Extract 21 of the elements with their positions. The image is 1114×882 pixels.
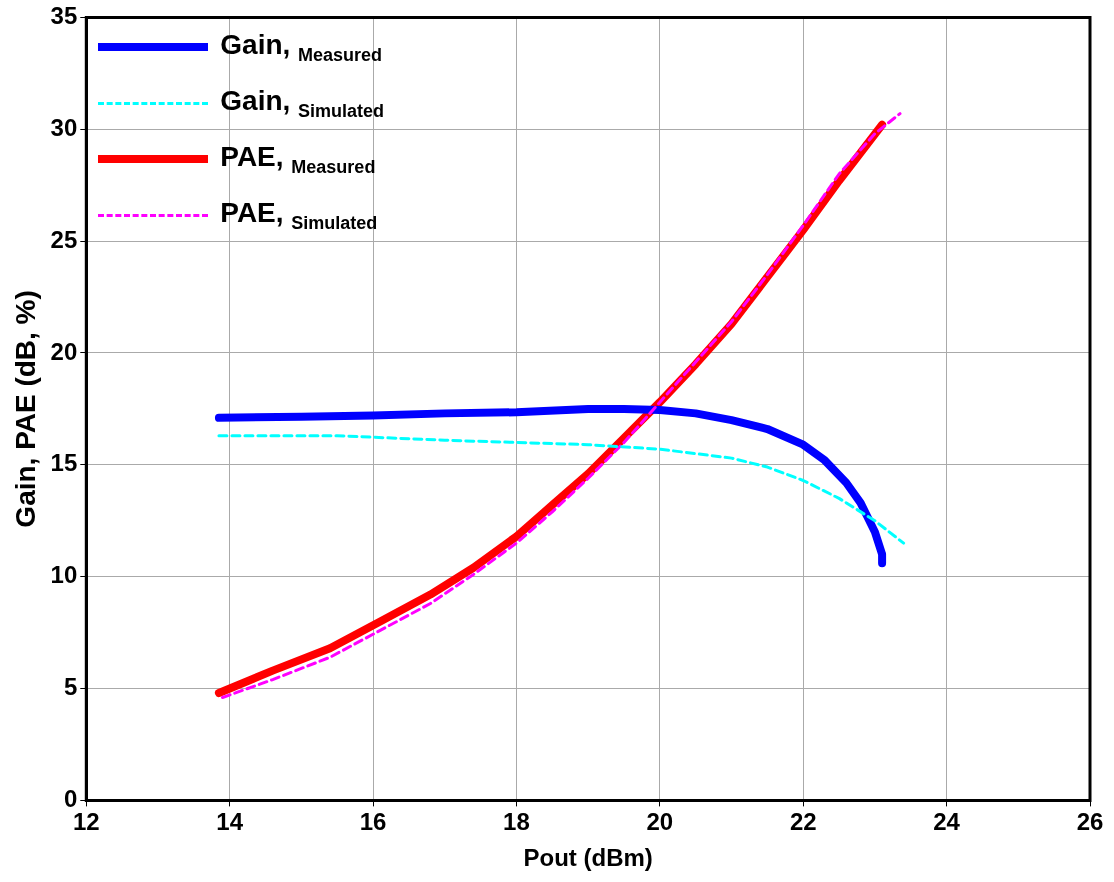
x-tick-label: 22 — [789, 808, 817, 836]
x-tick-label: 26 — [1076, 808, 1104, 836]
line-series — [217, 434, 906, 545]
x-tick-label: 24 — [933, 808, 961, 836]
y-tick-label: 5 — [63, 673, 78, 701]
y-tick-label: 10 — [50, 561, 78, 589]
y-tick-label: 15 — [50, 449, 78, 477]
x-tick-label: 18 — [503, 808, 530, 836]
y-axis-title: Gain, PAE (dB, %) — [9, 290, 41, 528]
y-tick-label: 35 — [50, 2, 78, 30]
x-tick-label: 14 — [216, 808, 244, 836]
legend-label: PAE, $_{Measured}$ — [220, 141, 376, 178]
y-tick-label: 20 — [50, 337, 78, 365]
x-tick-label: 16 — [359, 808, 387, 836]
y-tick-label: 30 — [50, 113, 78, 141]
legend-label: PAE, $_{Simulated}$ — [220, 197, 378, 234]
y-tick-label: 25 — [50, 225, 78, 253]
x-tick-label: 20 — [646, 808, 674, 836]
legend-label: Gain, $_{Simulated}$ — [220, 85, 385, 122]
x-axis-title: Pout (dBm) — [523, 844, 653, 872]
legend-label: Gain, $_{Measured}$ — [220, 29, 383, 66]
